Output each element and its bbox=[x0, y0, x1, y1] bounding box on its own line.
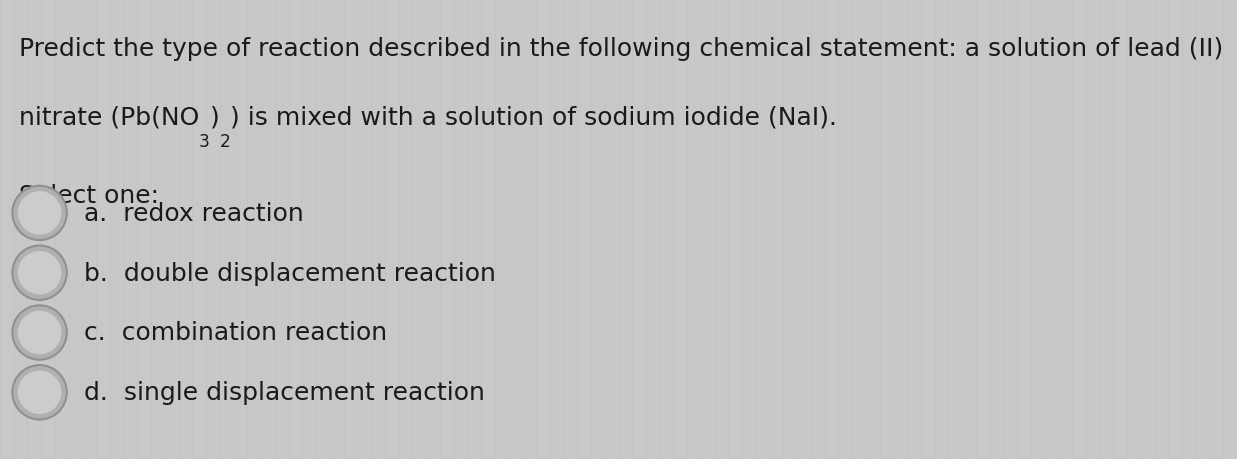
Ellipse shape bbox=[17, 311, 62, 354]
Ellipse shape bbox=[17, 252, 62, 295]
Text: Predict the type of reaction described in the following chemical statement: a so: Predict the type of reaction described i… bbox=[19, 37, 1223, 61]
Text: b.  double displacement reaction: b. double displacement reaction bbox=[84, 261, 496, 285]
Ellipse shape bbox=[12, 186, 67, 241]
Ellipse shape bbox=[17, 371, 62, 414]
Text: Select one:: Select one: bbox=[19, 184, 158, 207]
Text: 2: 2 bbox=[219, 133, 230, 151]
Text: nitrate (Pb(NO: nitrate (Pb(NO bbox=[19, 106, 199, 129]
Ellipse shape bbox=[12, 246, 67, 300]
Ellipse shape bbox=[12, 306, 67, 360]
Ellipse shape bbox=[12, 365, 67, 420]
Text: 3: 3 bbox=[199, 133, 210, 151]
Ellipse shape bbox=[17, 192, 62, 235]
Text: a.  redox reaction: a. redox reaction bbox=[84, 202, 304, 225]
Text: ): ) bbox=[210, 106, 219, 129]
Text: d.  single displacement reaction: d. single displacement reaction bbox=[84, 381, 485, 404]
Text: ) is mixed with a solution of sodium iodide (NaI).: ) is mixed with a solution of sodium iod… bbox=[230, 106, 837, 129]
Text: c.  combination reaction: c. combination reaction bbox=[84, 321, 387, 345]
